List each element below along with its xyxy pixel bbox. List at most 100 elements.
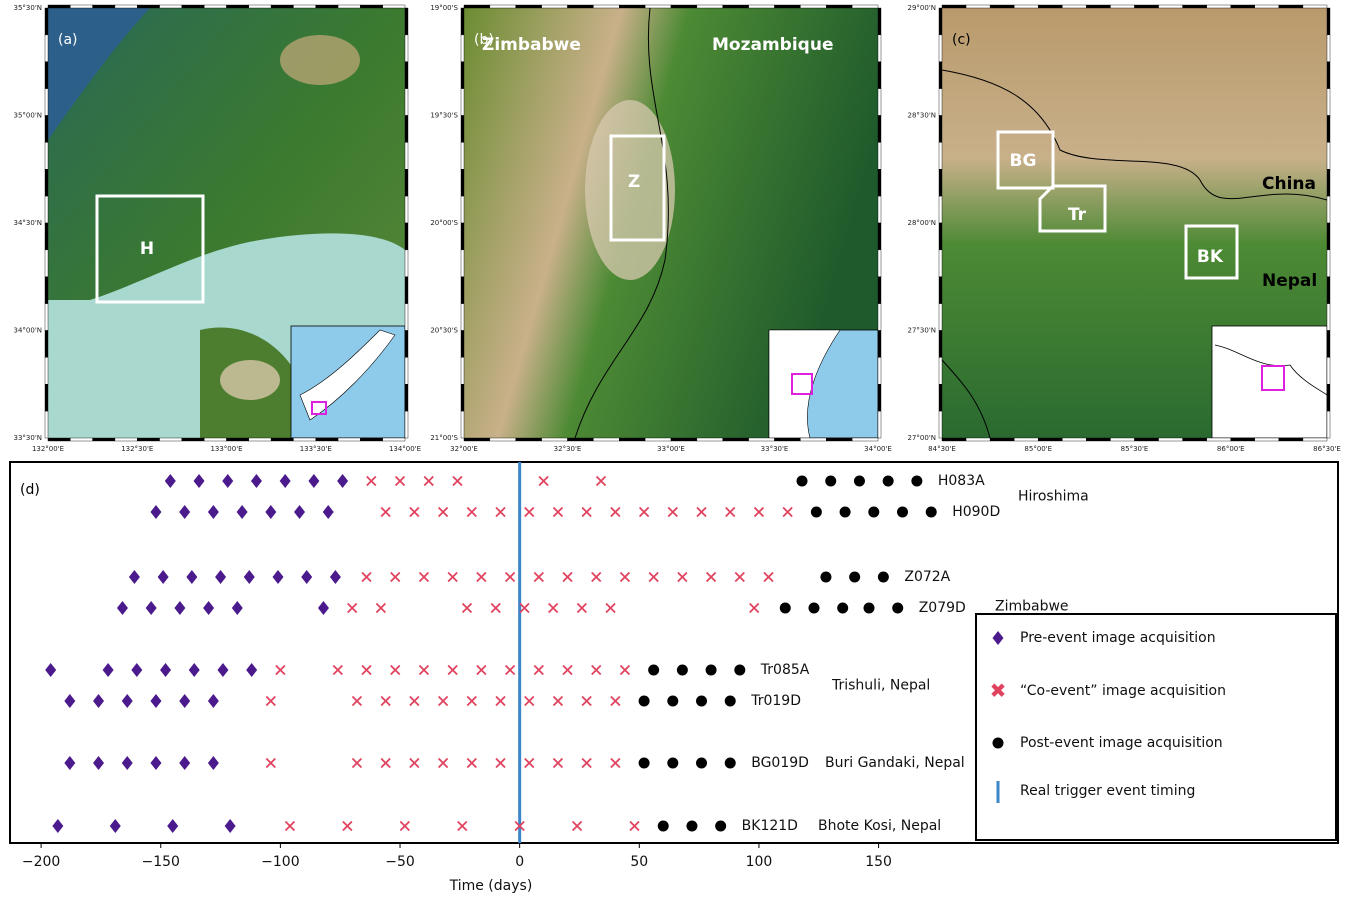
map-frame — [204, 438, 226, 441]
map-frame — [405, 116, 408, 143]
map-frame — [1327, 196, 1330, 223]
map-frame — [1207, 438, 1231, 441]
map-frame — [1327, 116, 1330, 143]
lat-tick-label: 28°30'N — [908, 112, 936, 120]
lat-tick-label: 34°30'N — [14, 219, 42, 227]
map-frame — [878, 8, 881, 35]
map-frame — [878, 89, 881, 116]
map-frame — [293, 5, 315, 8]
lon-tick-label: 134°00'E — [389, 445, 421, 453]
map-frame — [878, 304, 881, 331]
map-frame — [878, 250, 881, 277]
legend-label: Real trigger event timing — [1020, 783, 1195, 799]
map-frame — [45, 62, 48, 89]
map-frame — [45, 331, 48, 358]
map-frame — [1327, 89, 1330, 116]
map-frame — [1255, 5, 1279, 8]
map-frame — [697, 5, 723, 8]
map-frame — [939, 62, 942, 89]
post-event-marker — [849, 572, 860, 583]
group-label: Trishuli, Nepal — [831, 678, 930, 694]
map-frame — [878, 62, 881, 89]
track-label: Z079D — [919, 600, 966, 616]
map-frame — [939, 277, 942, 304]
map-frame — [939, 250, 942, 277]
map-frame — [45, 8, 48, 35]
map-frame — [405, 304, 408, 331]
lon-tick-label: 34°00'E — [864, 445, 892, 453]
box-label: Z — [628, 172, 640, 192]
post-event-marker — [864, 603, 875, 614]
map-frame — [568, 5, 594, 8]
lat-tick-label: 21°00'S — [430, 434, 458, 442]
lon-tick-label: 132°30'E — [121, 445, 153, 453]
map-frame — [878, 35, 881, 62]
map-frame — [461, 223, 464, 250]
post-event-marker — [677, 665, 688, 676]
post-event-marker — [725, 758, 736, 769]
map-frame — [48, 438, 70, 441]
map-frame — [405, 250, 408, 277]
map-frame — [645, 438, 671, 441]
track-label: Z072A — [904, 569, 950, 585]
map-frame — [1327, 223, 1330, 250]
map-frame — [461, 142, 464, 169]
map-frame — [461, 304, 464, 331]
x-tick-label: −150 — [142, 854, 180, 870]
map-frame — [45, 169, 48, 196]
map-frame — [939, 169, 942, 196]
map-frame — [1327, 411, 1330, 438]
map-frame — [645, 5, 671, 8]
map-frame — [990, 438, 1014, 441]
map-frame — [45, 35, 48, 62]
legend-label: “Co-event” image acquisition — [1020, 683, 1226, 699]
map-frame — [939, 304, 942, 331]
map-frame — [1086, 5, 1110, 8]
map-frame — [1327, 304, 1330, 331]
lon-tick-label: 33°00'E — [657, 445, 685, 453]
box-label: H — [140, 239, 154, 259]
map-frame — [115, 438, 137, 441]
map-frame — [800, 5, 826, 8]
map-frame — [48, 5, 70, 8]
map-frame — [227, 5, 249, 8]
map-frame — [966, 438, 990, 441]
map-frame — [878, 277, 881, 304]
map-frame — [405, 62, 408, 89]
lon-tick-label: 33°30'E — [761, 445, 789, 453]
lon-tick-label: 32°00'E — [450, 445, 478, 453]
map-frame — [45, 411, 48, 438]
map-frame — [939, 116, 942, 143]
map-frame — [160, 438, 182, 441]
map-frame — [338, 438, 360, 441]
map-frame — [939, 35, 942, 62]
x-tick-label: 150 — [865, 854, 892, 870]
map-b-art — [464, 8, 878, 438]
map-frame — [45, 250, 48, 277]
map-frame — [383, 5, 405, 8]
map-frame — [45, 142, 48, 169]
lat-tick-label: 27°30'N — [908, 327, 936, 335]
map-frame — [939, 357, 942, 384]
map-frame — [461, 116, 464, 143]
post-event-marker — [715, 821, 726, 832]
map-frame — [852, 438, 878, 441]
lat-tick-label: 19°00'S — [430, 4, 458, 12]
lat-tick-label: 35°00'N — [14, 112, 42, 120]
box-label: BK — [1197, 247, 1224, 267]
map-frame — [1014, 438, 1038, 441]
post-event-marker — [725, 696, 736, 707]
box-label: Tr — [1068, 205, 1087, 225]
post-event-marker — [667, 758, 678, 769]
map-frame — [749, 438, 775, 441]
post-event-marker — [639, 696, 650, 707]
map-frame — [671, 438, 697, 441]
post-event-marker — [811, 507, 822, 518]
map-frame — [316, 438, 338, 441]
map-frame — [1183, 438, 1207, 441]
map-frame — [182, 438, 204, 441]
legend-box — [976, 614, 1336, 840]
lon-tick-label: 86°30'E — [1313, 445, 1341, 453]
map-frame — [516, 5, 542, 8]
map-frame — [405, 8, 408, 35]
